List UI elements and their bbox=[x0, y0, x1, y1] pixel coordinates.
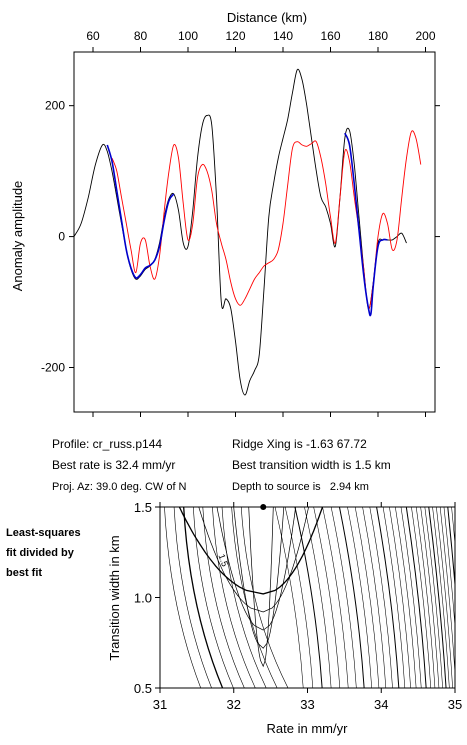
fitted-profile-line bbox=[344, 132, 388, 317]
contour-line bbox=[447, 507, 455, 591]
contour-line bbox=[347, 507, 372, 688]
contour-line bbox=[313, 507, 341, 688]
top-x-tick-label: 200 bbox=[415, 29, 435, 43]
contour-line bbox=[294, 507, 323, 688]
contour-line bbox=[198, 507, 309, 613]
contour-line bbox=[424, 507, 443, 688]
contour-line bbox=[400, 507, 422, 688]
contour-line bbox=[395, 507, 417, 688]
caption-line-3: best fit bbox=[6, 567, 42, 579]
bottom-x-tick-label: 35 bbox=[448, 697, 462, 712]
contour-level-label: 1.5 bbox=[216, 553, 230, 568]
contour-line bbox=[362, 507, 387, 688]
model-profile-line bbox=[111, 130, 422, 310]
top-y-tick-label: -200 bbox=[41, 360, 65, 374]
top-x-axis-label: Distance (km) bbox=[227, 10, 307, 25]
top-y-axis-label: Anomaly amplitude bbox=[10, 181, 25, 292]
contour-line bbox=[389, 507, 411, 688]
profile-label: Profile: cr_russ.p144 bbox=[52, 437, 162, 451]
contour-line bbox=[193, 507, 234, 688]
contour-line bbox=[304, 507, 332, 688]
contour-line bbox=[274, 507, 304, 688]
contour-line bbox=[330, 507, 357, 688]
top-y-tick-label: 0 bbox=[58, 230, 65, 244]
contour-line bbox=[178, 507, 324, 595]
top-series-group bbox=[73, 68, 422, 396]
top-x-tick-label: 60 bbox=[86, 29, 100, 43]
bottom-y-axis-label: Transition width in km bbox=[107, 535, 122, 660]
bottom-y-tick-label: 0.5 bbox=[134, 681, 152, 696]
bottom-x-axis-label: Rate in mm/yr bbox=[267, 721, 349, 736]
contour-line bbox=[233, 507, 285, 649]
contour-line bbox=[231, 507, 278, 688]
contour-line bbox=[439, 507, 455, 678]
top-x-tick-label: 180 bbox=[368, 29, 388, 43]
best-rate-label: Best rate is 32.4 mm/yr bbox=[52, 458, 175, 472]
contour-line bbox=[428, 507, 447, 688]
contour-line bbox=[443, 507, 455, 630]
top-x-tick-label: 120 bbox=[225, 29, 245, 43]
bottom-y-tick-label: 1.0 bbox=[134, 591, 152, 606]
contour-line bbox=[240, 507, 289, 688]
contour-line bbox=[454, 489, 467, 697]
top-x-tick-label: 100 bbox=[178, 29, 198, 43]
top-plot-frame bbox=[73, 51, 436, 413]
contour-lines bbox=[164, 489, 467, 697]
bottom-x-tick-label: 34 bbox=[374, 697, 388, 712]
contour-line bbox=[164, 507, 202, 688]
top-x-tick-label: 160 bbox=[320, 29, 340, 43]
depth-label: Depth to source is 2.94 km bbox=[232, 481, 369, 493]
contour-line bbox=[420, 507, 440, 688]
contour-line bbox=[382, 507, 406, 688]
top-y-tick-label: 200 bbox=[45, 99, 65, 113]
contour-line bbox=[369, 507, 393, 688]
contour-line bbox=[432, 507, 450, 688]
contour-line bbox=[405, 507, 427, 688]
caption-line-1: Least-squares bbox=[6, 527, 81, 539]
contour-line bbox=[202, 507, 245, 688]
contour-line bbox=[354, 507, 380, 688]
contour-line bbox=[338, 507, 365, 688]
best-width-label: Best transition width is 1.5 km bbox=[232, 458, 391, 472]
observed-profile-line bbox=[73, 68, 407, 396]
contour-line bbox=[376, 507, 400, 688]
contour-line bbox=[451, 507, 455, 547]
caption-line-2: fit divided by bbox=[6, 547, 75, 559]
fitted-profile-line bbox=[106, 144, 175, 279]
contour-line bbox=[415, 507, 436, 688]
contour-line bbox=[173, 507, 212, 688]
bottom-y-tick-label: 1.5 bbox=[134, 500, 152, 515]
proj-az-label: Proj. Az: 39.0 deg. CW of N bbox=[52, 481, 187, 493]
top-x-tick-label: 140 bbox=[273, 29, 293, 43]
ridge-xing-label: Ridge Xing is -1.63 67.72 bbox=[232, 437, 367, 451]
contour-line bbox=[411, 507, 432, 688]
contour-line bbox=[284, 507, 314, 688]
top-x-tick-label: 80 bbox=[134, 29, 148, 43]
contour-line bbox=[183, 507, 224, 688]
best-fit-marker bbox=[260, 504, 267, 510]
bottom-x-tick-label: 32 bbox=[227, 697, 241, 712]
contour-line bbox=[322, 507, 349, 688]
contour-line bbox=[212, 507, 256, 688]
contour-line bbox=[248, 507, 274, 668]
contour-line bbox=[436, 507, 453, 688]
bottom-x-tick-label: 31 bbox=[153, 697, 167, 712]
contour-line bbox=[221, 507, 267, 688]
bottom-x-tick-label: 33 bbox=[300, 697, 314, 712]
